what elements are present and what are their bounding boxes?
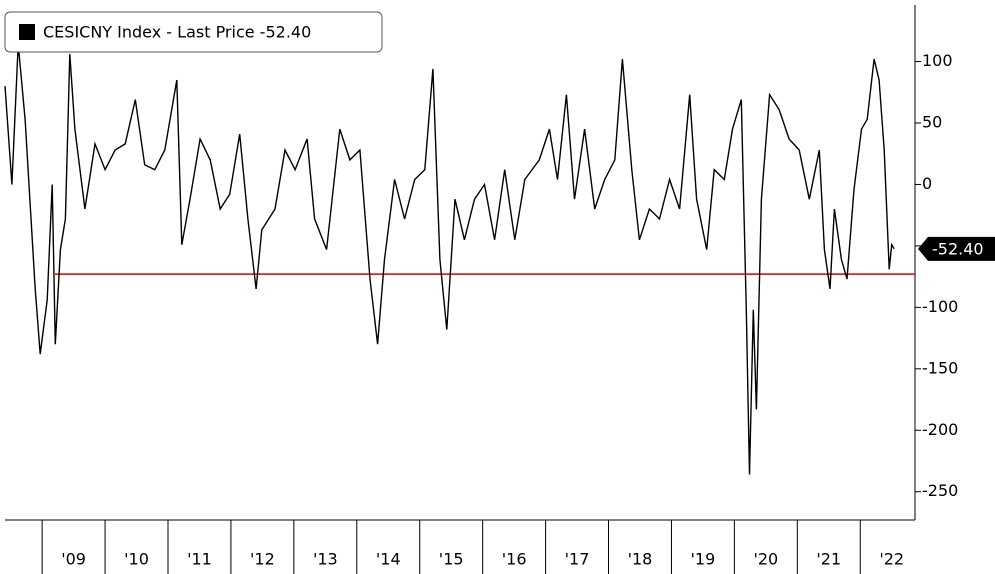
y-tick-label: -150	[922, 358, 958, 377]
legend-box	[4, 11, 383, 53]
x-tick-label: '18	[628, 550, 653, 569]
x-tick-label: '15	[439, 550, 464, 569]
y-tick-label: 50	[922, 112, 942, 131]
series-line	[4, 44, 895, 475]
x-tick-label: '21	[816, 550, 841, 569]
legend-swatch	[19, 24, 35, 40]
x-tick-label: '12	[250, 550, 275, 569]
x-tick-label: '19	[691, 550, 716, 569]
legend-label: CESICNY Index - Last Price -52.40	[43, 23, 311, 42]
y-tick-label: -200	[922, 420, 958, 439]
y-tick-label: -100	[922, 297, 958, 316]
y-tick-label: 0	[922, 174, 932, 193]
x-tick-label: '22	[879, 550, 904, 569]
x-tick-label: '14	[376, 550, 401, 569]
x-tick-label: '17	[565, 550, 590, 569]
x-tick-label: '20	[753, 550, 778, 569]
x-tick-label: '16	[502, 550, 527, 569]
y-tick-label: -250	[922, 481, 958, 500]
x-tick-label: '09	[61, 550, 86, 569]
y-tick-label: 100	[922, 51, 953, 70]
last-price-tag	[918, 236, 995, 261]
x-tick-label: '11	[187, 550, 212, 569]
x-tick-label: '10	[124, 550, 149, 569]
x-tick-label: '13	[313, 550, 338, 569]
last-price-label: -52.40	[932, 239, 984, 258]
